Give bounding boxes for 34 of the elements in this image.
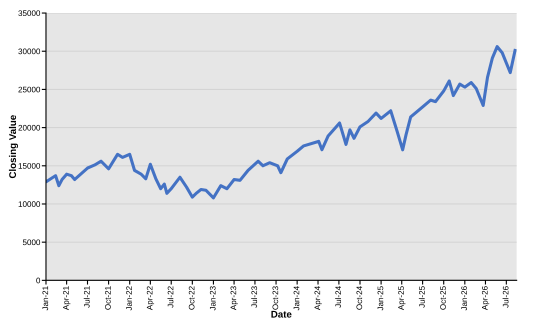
x-tick-label: Jan-26: [461, 286, 467, 310]
x-tick-label: Jul-23: [251, 286, 258, 308]
y-tick-label: 20000: [18, 124, 40, 131]
x-tick-label: Apr-21: [63, 286, 70, 310]
y-tick-label: 0: [36, 278, 40, 284]
x-axis-title: Date: [271, 310, 292, 318]
y-tick-label: 35000: [18, 10, 40, 16]
x-tick-label: Jul-22: [167, 286, 174, 308]
x-tick-label: Oct-24: [356, 286, 362, 310]
x-tick-label: Oct-23: [272, 286, 278, 310]
x-tick-label: Oct-22: [188, 286, 194, 310]
y-axis-title: Closing Value: [8, 115, 18, 178]
x-tick-label: Jul-21: [84, 286, 90, 308]
x-tick-label: Oct-25: [440, 286, 446, 310]
x-tick-label: Apr-24: [314, 286, 322, 310]
x-tick-label: Apr-25: [398, 286, 406, 310]
x-tick-label: Jul-24: [335, 286, 342, 308]
x-tick-label: Oct-21: [105, 286, 111, 310]
x-tick-label: Apr-22: [146, 286, 154, 310]
x-tick-label: Jul-25: [418, 286, 425, 308]
x-tick-label: Apr-23: [230, 286, 238, 310]
y-tick-label: 10000: [18, 201, 40, 207]
x-tick-label: Jan-24: [294, 286, 300, 310]
y-tick-label: 30000: [18, 48, 40, 54]
x-tick-label: Jan-21: [42, 286, 48, 310]
x-tick-label: Jan-23: [210, 286, 216, 310]
y-tick-label: 5000: [22, 239, 40, 246]
x-tick-label: Apr-26: [482, 286, 490, 310]
y-tick-label: 25000: [18, 86, 40, 92]
x-tick-label: Jan-22: [126, 286, 132, 310]
y-tick-label: 15000: [18, 163, 40, 169]
x-tick-label: Jan-25: [378, 286, 384, 310]
x-tick-label: Jul-26: [502, 286, 508, 308]
line-series: [46, 45, 517, 200]
